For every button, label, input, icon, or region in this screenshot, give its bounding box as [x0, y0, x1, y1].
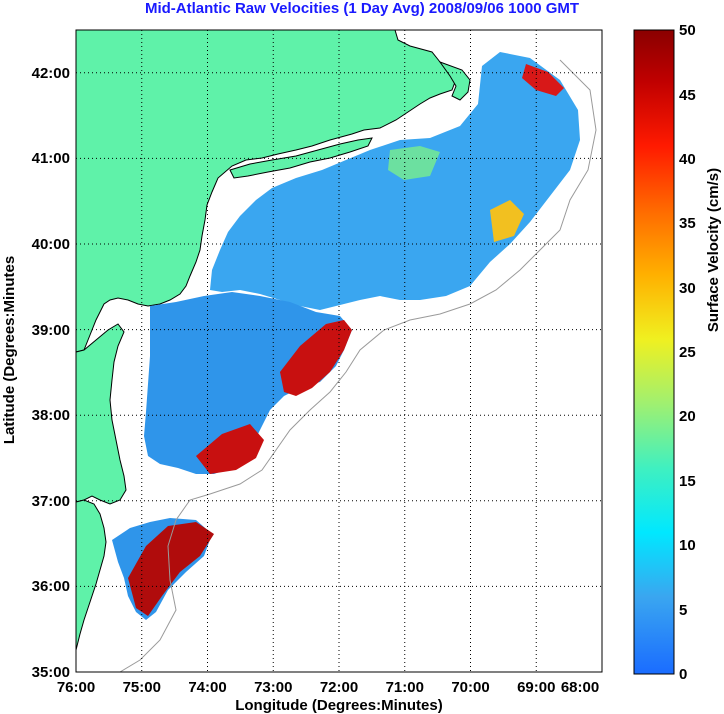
colorbar-tick: 35: [679, 215, 696, 232]
y-tick-label: 38:00: [32, 407, 70, 424]
colorbar-tick: 40: [679, 151, 696, 168]
x-tick-label: 68:00: [561, 679, 599, 696]
plot-frame: [75, 29, 603, 673]
y-tick-label: 35:00: [32, 664, 70, 681]
x-tick-label: 74:00: [188, 679, 226, 696]
colorbar-tick: 45: [679, 87, 696, 104]
colorbar-tick: 0: [679, 666, 687, 683]
map-title: Mid-Atlantic Raw Velocities (1 Day Avg) …: [144, 0, 580, 17]
x-axis: 76:00 75:00 74:00 73:00 72:00 71:00 70:0…: [57, 679, 599, 714]
velocity-high-northeast: [522, 64, 564, 96]
y-tick-label: 42:00: [32, 65, 70, 82]
land-new-england: [76, 30, 456, 353]
velocity-region-north: [210, 52, 580, 310]
land-north-carolina: [76, 499, 107, 651]
y-tick-label: 39:00: [32, 322, 70, 339]
colorbar-tick: 30: [679, 280, 696, 297]
x-tick-label: 72:00: [320, 679, 358, 696]
y-tick-label: 36:00: [32, 578, 70, 595]
colorbar-tick: 20: [679, 408, 696, 425]
bathymetry-contour: [119, 59, 597, 672]
x-axis-label: Longitude (Degrees:Minutes): [235, 697, 443, 714]
velocity-high-south: [196, 424, 264, 474]
y-axis: 42:00 41:00 40:00 39:00 38:00 37:00 36:0…: [1, 65, 70, 681]
velocity-high-shelf-edge: [280, 320, 352, 396]
colorbar-label: Surface Velocity (cm/s): [705, 168, 722, 332]
land-delmarva: [76, 323, 127, 505]
x-tick-label: 70:00: [451, 679, 489, 696]
velocity-mid-east: [490, 200, 524, 242]
velocity-high-hatteras: [128, 522, 214, 616]
velocity-field: [112, 52, 580, 620]
x-tick-label: 75:00: [123, 679, 161, 696]
x-tick-label: 69:00: [517, 679, 555, 696]
velocity-mid-north: [388, 146, 440, 180]
colorbar: 0 5 10 15 20 25 30 35 40 45 50 Surface V…: [633, 22, 722, 683]
x-tick-label: 76:00: [57, 679, 95, 696]
y-tick-label: 40:00: [32, 236, 70, 253]
colorbar-tick: 15: [679, 473, 696, 490]
x-tick-label: 73:00: [254, 679, 292, 696]
y-axis-label: Latitude (Degrees:Minutes: [1, 256, 18, 444]
land-cape-cod: [438, 60, 471, 101]
colorbar-gradient: [633, 29, 675, 675]
y-tick-label: 37:00: [32, 493, 70, 510]
colorbar-tick: 25: [679, 344, 696, 361]
colorbar-tick: 5: [679, 602, 687, 619]
y-tick-label: 41:00: [32, 150, 70, 167]
x-tick-label: 71:00: [386, 679, 424, 696]
colorbar-tick: 10: [679, 537, 696, 554]
velocity-region-south: [144, 292, 352, 474]
colorbar-tick: 50: [679, 22, 696, 39]
